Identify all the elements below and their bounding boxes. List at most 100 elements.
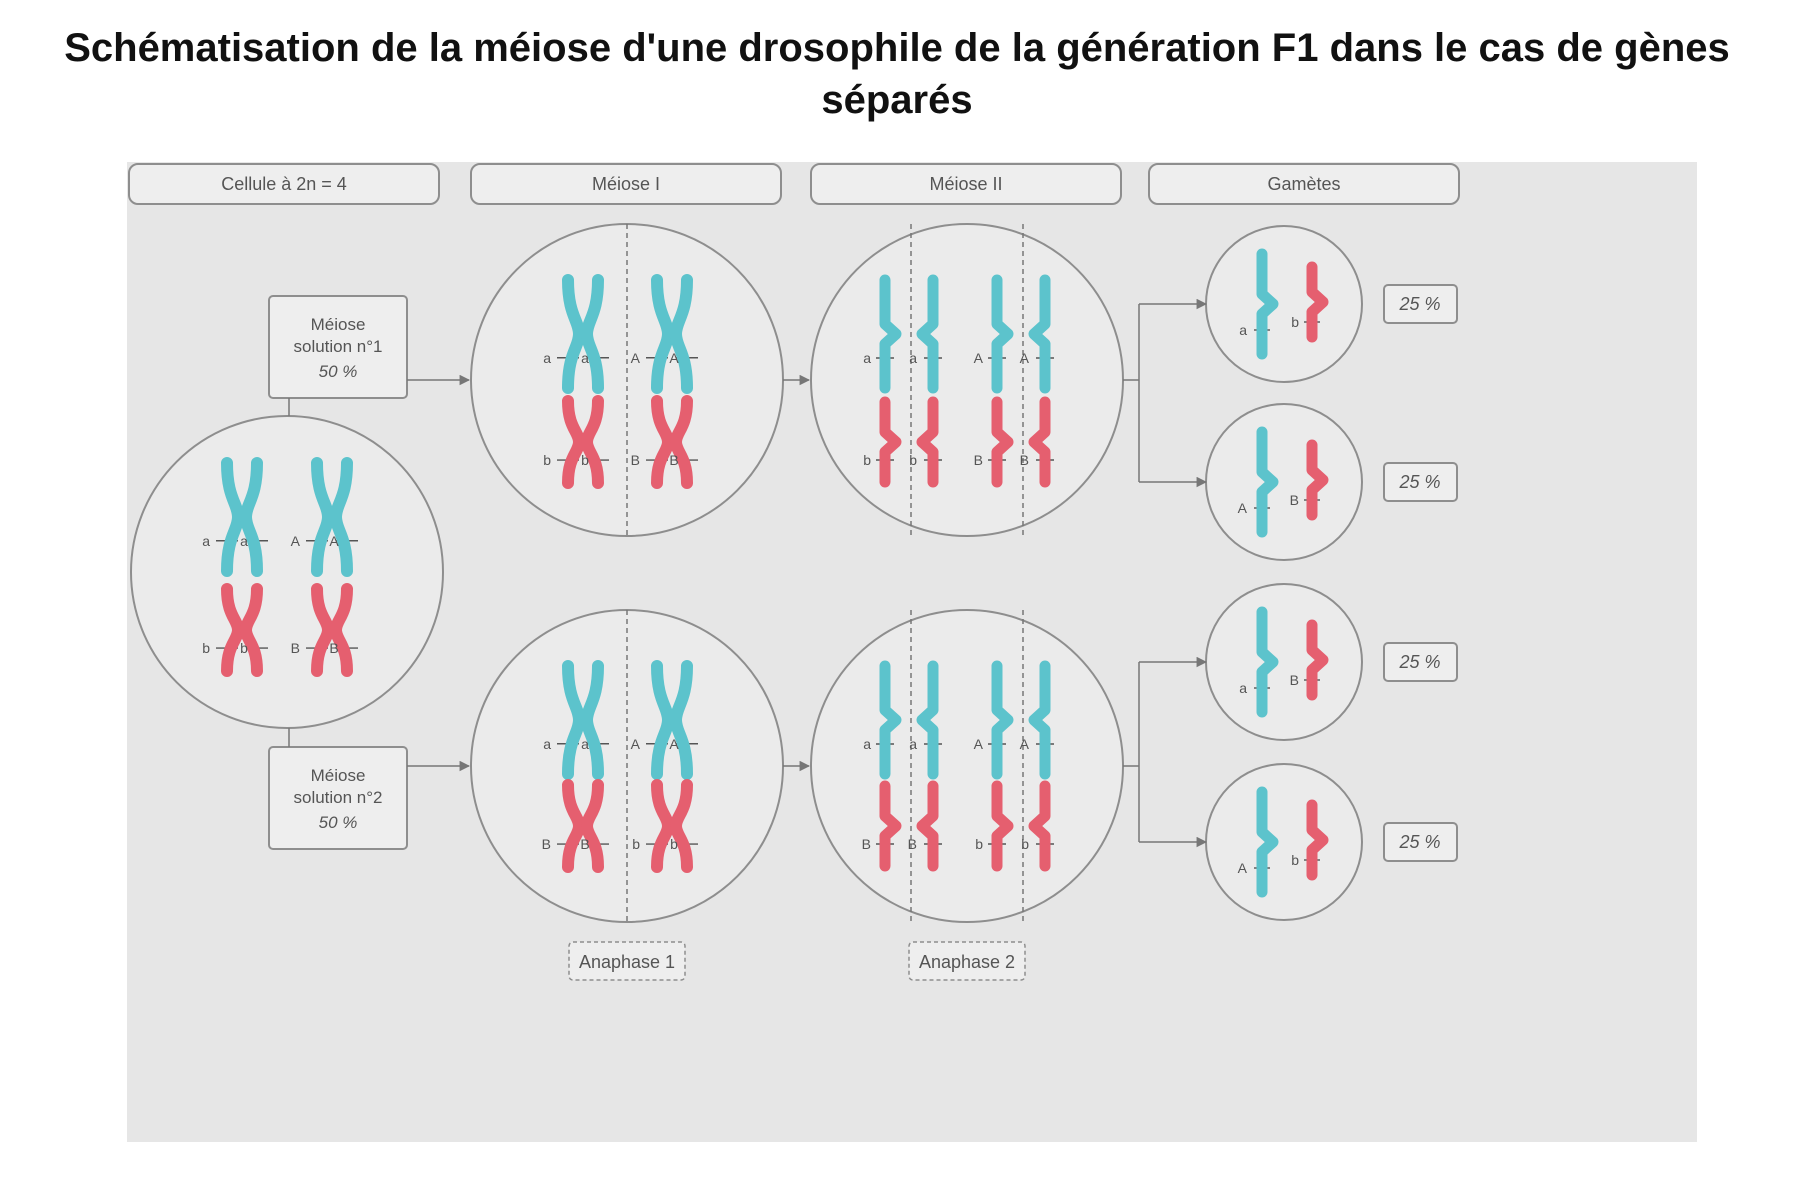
gamete-circle (1205, 763, 1363, 921)
blue-chromatid (916, 660, 939, 780)
percent-box (1383, 284, 1458, 324)
blue-chromosome (329, 457, 353, 577)
red-chromatid (1306, 439, 1329, 521)
blue-chromatid (879, 274, 902, 394)
red-chromatid (991, 780, 1014, 872)
blue-chromatid (1256, 426, 1279, 538)
red-chromosome (580, 395, 604, 489)
meiosis-diagram: Cellule à 2n = 4 Méiose I Méiose II Gamètes… (127, 162, 1697, 1142)
allele-label-a: a (909, 736, 917, 752)
allele-label-b: b (543, 452, 551, 468)
allele-label-B: B (974, 452, 983, 468)
allele-label-B: B (908, 836, 917, 852)
red-chromosome (651, 395, 675, 489)
red-chromatid (991, 396, 1014, 488)
gamete-percent: 25 % (1398, 472, 1440, 492)
gamete-allele-blue: A (1238, 860, 1248, 876)
allele-label-A: A (974, 736, 984, 752)
blue-chromosome (239, 457, 263, 577)
gamete-circle (1205, 583, 1363, 741)
gamete-allele-red: b (1291, 314, 1299, 330)
cell-2n-circle (130, 415, 444, 729)
gamete-allele-blue: a (1239, 680, 1247, 696)
blue-chromatid (1256, 786, 1279, 898)
gamete-allele-red: B (1290, 492, 1299, 508)
allele-label-b: b (863, 452, 871, 468)
blue-chromosome (562, 660, 586, 780)
meiosis-circle (810, 223, 1124, 537)
allele-label-A: A (631, 350, 641, 366)
red-chromosome (580, 779, 604, 873)
allele-label-B: B (329, 640, 338, 656)
red-chromatid (1306, 619, 1329, 701)
solution-label: solution n°1 (293, 337, 382, 356)
blue-chromosome (669, 660, 693, 780)
allele-label-b: b (581, 452, 589, 468)
gamete-circle (1205, 403, 1363, 561)
red-chromosome (562, 395, 586, 489)
header-label-1: Méiose I (592, 174, 660, 194)
allele-label-a: a (863, 350, 871, 366)
solution-percent: 50 % (319, 813, 358, 832)
allele-label-a: a (543, 350, 551, 366)
percent-box (1383, 822, 1458, 862)
blue-chromatid (1256, 248, 1279, 360)
allele-label-b: b (632, 836, 640, 852)
allele-label-a: a (581, 350, 589, 366)
red-chromatid (1028, 396, 1051, 488)
red-chromatid (916, 780, 939, 872)
blue-chromatid (1028, 660, 1051, 780)
allele-label-a: a (909, 350, 917, 366)
red-chromatid (1306, 799, 1329, 881)
blue-chromosome (580, 660, 604, 780)
allele-label-A: A (631, 736, 641, 752)
allele-label-b: b (202, 640, 210, 656)
allele-label-B: B (291, 640, 300, 656)
header-label-2: Méiose II (929, 174, 1002, 194)
header-box (810, 163, 1122, 205)
allele-label-B: B (862, 836, 871, 852)
meiosis-circle (810, 609, 1124, 923)
red-chromosome (221, 583, 245, 677)
percent-box (1383, 642, 1458, 682)
percent-box (1383, 462, 1458, 502)
solution-label: Méiose (311, 766, 366, 785)
red-chromosome (669, 395, 693, 489)
title-line-2: séparés (821, 78, 973, 122)
allele-label-A: A (329, 533, 339, 549)
red-chromatid (916, 396, 939, 488)
solution-box (268, 295, 408, 399)
allele-label-B: B (580, 836, 589, 852)
blue-chromosome (669, 274, 693, 394)
gamete-allele-red: b (1291, 852, 1299, 868)
blue-chromatid (879, 660, 902, 780)
gamete-percent: 25 % (1398, 832, 1440, 852)
red-chromosome (239, 583, 263, 677)
header-box (1148, 163, 1460, 205)
gamete-allele-red: B (1290, 672, 1299, 688)
blue-chromatid (1028, 274, 1051, 394)
gamete-allele-blue: A (1238, 500, 1248, 516)
allele-label-A: A (1020, 350, 1030, 366)
allele-label-a: a (863, 736, 871, 752)
phase-box (908, 941, 1026, 981)
solution-box (268, 746, 408, 850)
solution-percent: 50 % (319, 362, 358, 381)
phase-box (568, 941, 686, 981)
allele-label-A: A (1020, 736, 1030, 752)
allele-label-B: B (542, 836, 551, 852)
blue-chromosome (562, 274, 586, 394)
red-chromosome (311, 583, 335, 677)
blue-chromosome (311, 457, 335, 577)
allele-label-B: B (669, 452, 678, 468)
allele-label-A: A (669, 350, 679, 366)
red-chromosome (562, 779, 586, 873)
title-line-1: Schématisation de la méiose d'une drosop… (64, 26, 1730, 70)
allele-label-b: b (240, 640, 248, 656)
gamete-circle (1205, 225, 1363, 383)
red-chromatid (1028, 780, 1051, 872)
page-title: Schématisation de la méiose d'une drosop… (0, 22, 1794, 126)
allele-label-b: b (1021, 836, 1029, 852)
phase-label: Anaphase 1 (579, 952, 675, 972)
red-chromosome (651, 779, 675, 873)
